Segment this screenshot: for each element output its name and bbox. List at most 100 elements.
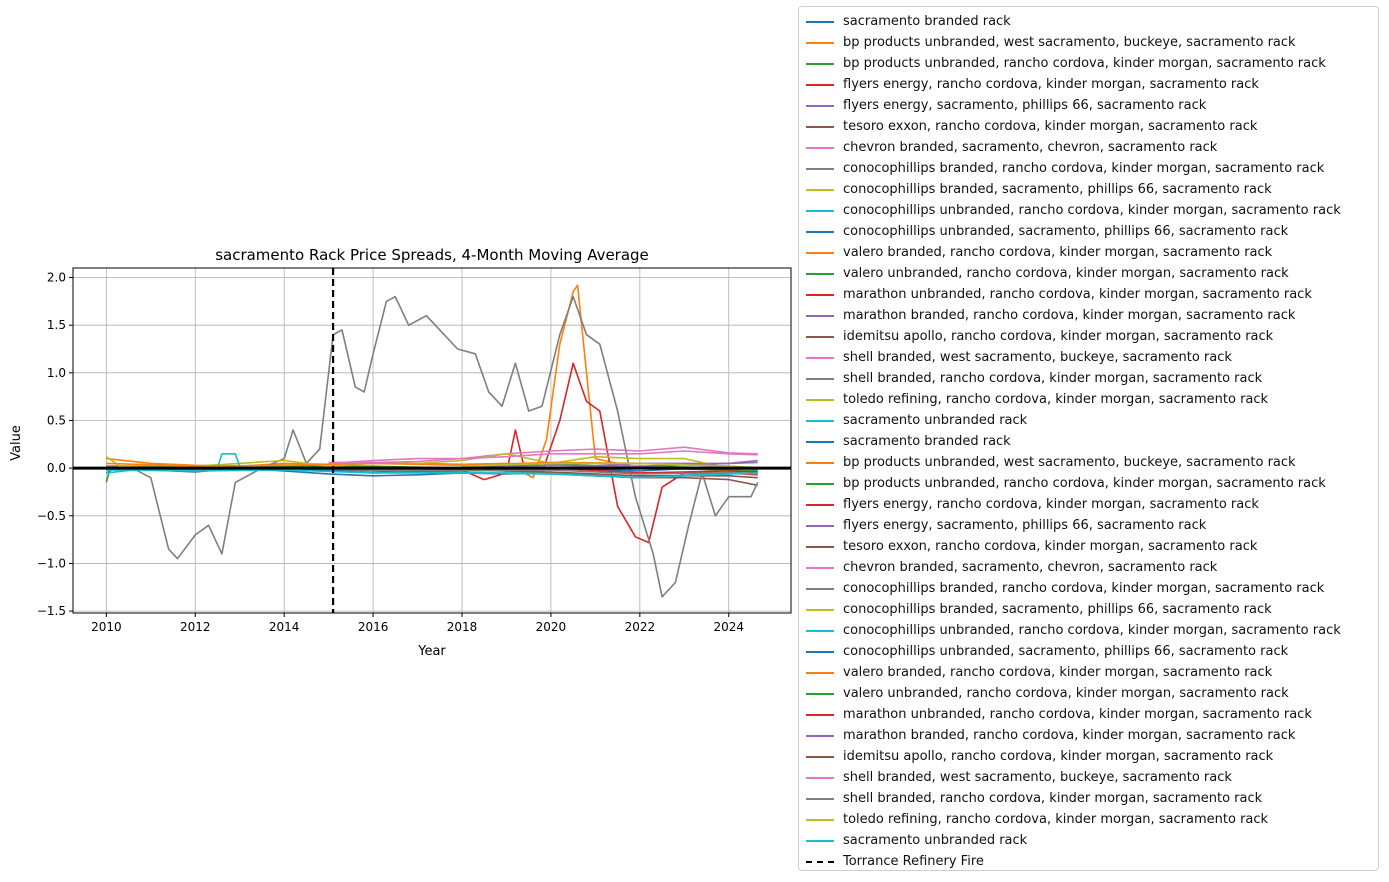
legend-swatch xyxy=(806,776,834,779)
legend-label: bp products unbranded, west sacramento, … xyxy=(843,35,1296,50)
legend-label: conocophillips unbranded, sacramento, ph… xyxy=(843,644,1289,659)
legend-label: conocophillips branded, sacramento, phil… xyxy=(843,602,1272,617)
series-lines xyxy=(105,284,759,598)
legend-label: bp products unbranded, west sacramento, … xyxy=(843,455,1296,470)
x-tick-label: 2010 xyxy=(91,620,122,634)
legend-swatch xyxy=(806,377,834,380)
legend-label: conocophillips unbranded, sacramento, ph… xyxy=(843,224,1289,239)
legend-item: conocophillips branded, rancho cordova, … xyxy=(799,158,1324,179)
series-line xyxy=(461,469,758,479)
legend-item: sacramento branded rack xyxy=(799,11,1011,32)
legend-item: chevron branded, sacramento, chevron, sa… xyxy=(799,557,1217,578)
legend-swatch xyxy=(806,83,834,86)
y-tick-label: 1.0 xyxy=(47,366,66,380)
y-tick-label: −1.0 xyxy=(37,556,66,570)
legend-item: toledo refining, rancho cordova, kinder … xyxy=(799,809,1268,830)
legend-item: idemitsu apollo, rancho cordova, kinder … xyxy=(799,746,1273,767)
y-tick-label: 1.5 xyxy=(47,318,66,332)
y-axis-label: Value xyxy=(9,425,24,461)
legend-label: bp products unbranded, rancho cordova, k… xyxy=(843,476,1326,491)
y-tick-label: 2.0 xyxy=(47,271,66,285)
legend-label: marathon unbranded, rancho cordova, kind… xyxy=(843,287,1312,302)
legend-item: conocophillips branded, rancho cordova, … xyxy=(799,578,1324,599)
legend-label: shell branded, west sacramento, buckeye,… xyxy=(843,770,1232,785)
legend-swatch xyxy=(806,461,834,464)
legend-swatch xyxy=(806,734,834,737)
legend-item: bp products unbranded, rancho cordova, k… xyxy=(799,53,1326,74)
series-line xyxy=(106,295,759,598)
y-tick-label: −0.5 xyxy=(37,509,66,523)
legend-item: marathon unbranded, rancho cordova, kind… xyxy=(799,284,1312,305)
legend-item: flyers energy, sacramento, phillips 66, … xyxy=(799,95,1206,116)
legend-swatch xyxy=(806,713,834,716)
legend-item: bp products unbranded, rancho cordova, k… xyxy=(799,473,1326,494)
legend-label: flyers energy, sacramento, phillips 66, … xyxy=(843,98,1207,113)
legend-swatch xyxy=(806,335,834,338)
legend-label: valero branded, rancho cordova, kinder m… xyxy=(843,245,1273,260)
legend-swatch xyxy=(806,839,834,842)
legend-item: conocophillips unbranded, rancho cordova… xyxy=(799,200,1341,221)
legend-item: bp products unbranded, west sacramento, … xyxy=(799,452,1296,473)
x-axis-label: Year xyxy=(417,644,446,659)
legend-item: marathon branded, rancho cordova, kinder… xyxy=(799,305,1295,326)
legend-label: idemitsu apollo, rancho cordova, kinder … xyxy=(843,749,1274,764)
legend-swatch xyxy=(806,440,834,443)
legend-item: marathon branded, rancho cordova, kinder… xyxy=(799,725,1295,746)
reference-lines xyxy=(73,268,791,613)
legend-swatch xyxy=(806,755,834,758)
legend-item: conocophillips branded, sacramento, phil… xyxy=(799,179,1272,200)
legend-swatch xyxy=(806,503,834,506)
legend-label: sacramento unbranded rack xyxy=(843,833,1028,848)
legend-label: valero unbranded, rancho cordova, kinder… xyxy=(843,266,1289,281)
y-tick-label: 0.0 xyxy=(47,461,66,475)
legend-swatch xyxy=(806,356,834,359)
legend-item: flyers energy, sacramento, phillips 66, … xyxy=(799,515,1206,536)
legend-swatch xyxy=(806,314,834,317)
series-line xyxy=(106,469,758,479)
x-tick-label: 2018 xyxy=(447,620,478,634)
legend-item: Torrance Refinery Fire xyxy=(799,851,984,872)
legend-swatch xyxy=(806,692,834,695)
legend-swatch xyxy=(806,524,834,527)
legend-item: sacramento branded rack xyxy=(799,431,1011,452)
legend-swatch xyxy=(806,41,834,44)
legend-label: sacramento branded rack xyxy=(843,434,1011,449)
legend-label: chevron branded, sacramento, chevron, sa… xyxy=(843,140,1218,155)
x-tick-label: 2012 xyxy=(180,620,211,634)
legend-item: bp products unbranded, west sacramento, … xyxy=(799,32,1296,53)
legend-label: toledo refining, rancho cordova, kinder … xyxy=(843,392,1269,407)
x-tick-label: 2024 xyxy=(713,620,744,634)
legend-label: valero unbranded, rancho cordova, kinder… xyxy=(843,686,1289,701)
legend-swatch xyxy=(806,272,834,275)
chart-legend: sacramento branded rack bp products unbra… xyxy=(798,6,1379,871)
legend-item: conocophillips unbranded, sacramento, ph… xyxy=(799,221,1288,242)
legend-item: flyers energy, rancho cordova, kinder mo… xyxy=(799,74,1259,95)
legend-swatch xyxy=(806,419,834,422)
legend-label: conocophillips branded, rancho cordova, … xyxy=(843,161,1325,176)
x-tick-label: 2020 xyxy=(536,620,567,634)
legend-label: tesoro exxon, rancho cordova, kinder mor… xyxy=(843,119,1258,134)
plot-frame xyxy=(72,267,792,614)
legend-swatch xyxy=(806,860,834,863)
legend-item: valero branded, rancho cordova, kinder m… xyxy=(799,242,1272,263)
series-line xyxy=(461,461,758,469)
legend-label: conocophillips branded, rancho cordova, … xyxy=(843,581,1325,596)
legend-label: conocophillips unbranded, rancho cordova… xyxy=(843,203,1341,218)
legend-item: chevron branded, sacramento, chevron, sa… xyxy=(799,137,1217,158)
x-tick-label: 2014 xyxy=(269,620,300,634)
legend-swatch xyxy=(806,398,834,401)
legend-label: sacramento branded rack xyxy=(843,14,1011,29)
legend-swatch xyxy=(806,566,834,569)
legend-label: chevron branded, sacramento, chevron, sa… xyxy=(843,560,1218,575)
legend-label: shell branded, rancho cordova, kinder mo… xyxy=(843,371,1263,386)
legend-label: flyers energy, rancho cordova, kinder mo… xyxy=(843,77,1259,92)
legend-item: tesoro exxon, rancho cordova, kinder mor… xyxy=(799,536,1257,557)
legend-item: sacramento unbranded rack xyxy=(799,410,1027,431)
legend-swatch xyxy=(806,125,834,128)
x-tick-label: 2016 xyxy=(358,620,389,634)
legend-label: marathon unbranded, rancho cordova, kind… xyxy=(843,707,1312,722)
legend-swatch xyxy=(806,629,834,632)
legend-label: valero branded, rancho cordova, kinder m… xyxy=(843,665,1273,680)
legend-item: flyers energy, rancho cordova, kinder mo… xyxy=(799,494,1259,515)
